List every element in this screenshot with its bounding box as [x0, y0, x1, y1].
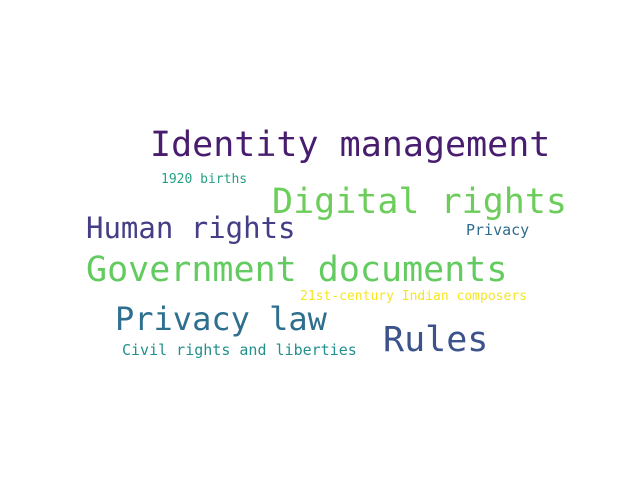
word-privacy-law: Privacy law — [115, 300, 327, 338]
word-privacy: Privacy — [466, 221, 530, 239]
word-identity-management: Identity management — [150, 125, 551, 165]
word-civil-rights: Civil rights and liberties — [122, 341, 357, 359]
word-1920-births: 1920 births — [161, 172, 248, 187]
word-rules: Rules — [383, 320, 489, 360]
word-digital-rights: Digital rights — [272, 182, 568, 222]
word-indian-composers: 21st-century Indian composers — [300, 289, 527, 304]
word-human-rights: Human rights — [86, 211, 296, 245]
word-government-documents: Government documents — [86, 250, 508, 290]
